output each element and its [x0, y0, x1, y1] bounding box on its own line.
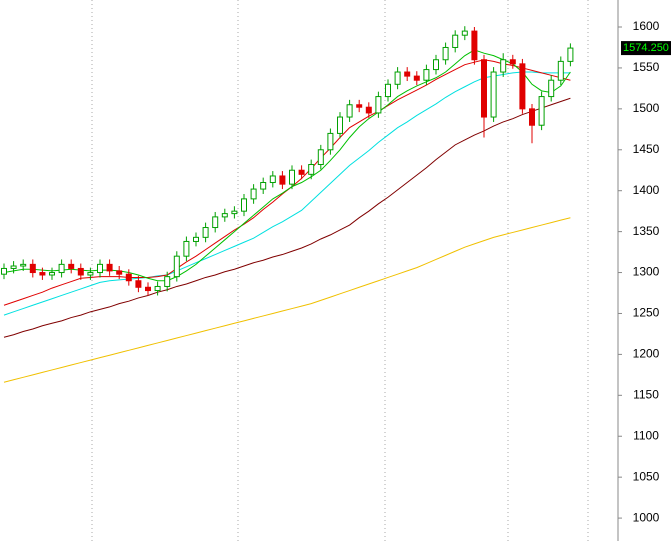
candle-body [538, 96, 545, 126]
candle-body [471, 30, 478, 61]
candle-body [433, 59, 439, 71]
candle-body [548, 79, 555, 98]
last-price-label: 1574.250 [623, 42, 669, 54]
candle-body [10, 265, 17, 269]
y-tick-label: 1500 [633, 101, 660, 115]
candle-body [519, 63, 526, 110]
candle-body [231, 210, 238, 215]
candle-body [442, 46, 449, 61]
candle-body [29, 263, 36, 274]
candle-body [212, 216, 219, 229]
candle-body [557, 60, 564, 81]
candle-body [279, 175, 286, 185]
candle-body [164, 276, 171, 287]
candle-body [97, 263, 103, 274]
candle-body [461, 30, 468, 36]
y-tick-label: 1400 [633, 183, 660, 197]
candle-body [365, 106, 372, 114]
candle-body [500, 59, 507, 73]
candle-body [404, 71, 411, 77]
candle-body [87, 272, 94, 276]
candle-body [221, 213, 228, 218]
candle-body [58, 263, 65, 274]
candle-body [106, 263, 113, 272]
candle-body [356, 104, 363, 108]
candle-body [298, 169, 305, 175]
candle-body [346, 104, 353, 118]
candle-body [567, 47, 574, 62]
y-tick-label: 1350 [633, 224, 660, 238]
candle-body [269, 175, 276, 184]
candle-body [413, 75, 420, 81]
candle-body [490, 71, 497, 118]
y-tick-label: 1100 [633, 428, 659, 442]
candle-body [317, 149, 324, 166]
vertical-grid [91, 0, 589, 541]
y-tick-label: 1250 [633, 306, 660, 320]
y-tick-label: 1300 [633, 265, 660, 279]
candle-body [327, 132, 334, 151]
candle-body [509, 59, 516, 65]
y-tick-label: 1200 [633, 347, 660, 361]
y-tick-label: 1150 [633, 387, 659, 401]
candle-body [125, 273, 132, 282]
candle-body [183, 240, 190, 257]
candle-body [68, 263, 75, 269]
candle-body [145, 286, 151, 292]
candle-body [423, 69, 430, 81]
last-price-box [621, 41, 671, 56]
y-tick-label: 1450 [633, 142, 660, 156]
moving-average-line [3, 71, 571, 316]
candle-body [452, 34, 459, 48]
candle-body [39, 272, 46, 276]
candle-body [77, 267, 84, 276]
candle-body [385, 83, 391, 98]
candle-body [481, 59, 487, 118]
y-tick-label: 1050 [633, 469, 660, 483]
candle-body [49, 272, 55, 276]
candle-body [116, 270, 123, 275]
y-tick-label: 1600 [633, 19, 660, 33]
candle-body [375, 96, 382, 114]
candle-body [289, 169, 295, 185]
candle-body [308, 164, 315, 175]
candle-body [260, 182, 267, 190]
candle-body [154, 285, 161, 292]
moving-average-line [3, 97, 571, 338]
candle-body [1, 267, 7, 275]
candle-body [193, 236, 199, 242]
candle-body [135, 280, 142, 288]
y-tick-label: 1000 [633, 510, 660, 524]
candle-body [529, 108, 535, 126]
candle-body [173, 255, 180, 278]
candle-body [394, 71, 401, 85]
y-tick-label: 1550 [633, 60, 660, 74]
moving-average-line [3, 217, 571, 383]
candle-body [250, 188, 257, 200]
candle-body [20, 263, 27, 267]
candle-body [241, 198, 247, 212]
candle-body [202, 227, 209, 238]
candle-body [337, 116, 343, 134]
